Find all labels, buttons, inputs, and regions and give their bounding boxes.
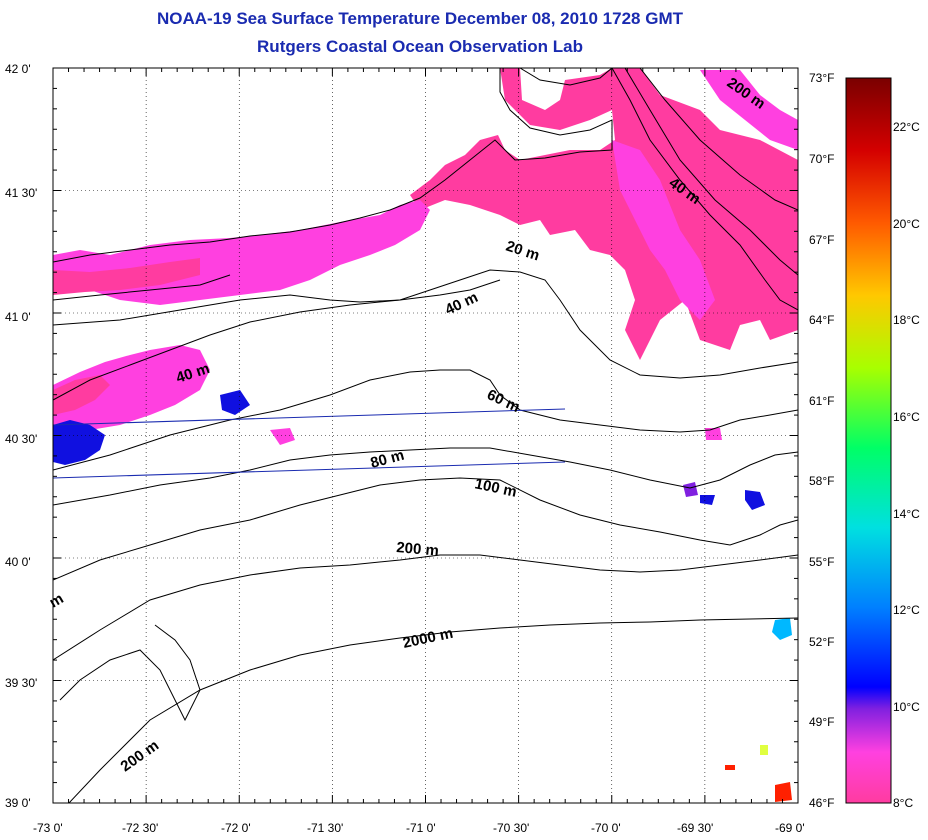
colorbar-c-label: 16°C (893, 410, 920, 424)
sst-patch-long-island-sound (53, 258, 200, 295)
coastline-cape (519, 68, 613, 86)
longitude-labels: -73 0' -72 30' -72 0' -71 30' -71 0' -70… (33, 821, 805, 835)
contour-100m (53, 477, 798, 581)
colorbar-f-label: 61°F (809, 394, 834, 408)
lon-label: -71 0' (406, 821, 436, 835)
colorbar-f-label: 46°F (809, 796, 834, 810)
lon-label: -70 30' (493, 821, 529, 835)
contour-label: 2000 m (401, 625, 454, 652)
coastline-long-island (53, 274, 231, 301)
sst-patch-red (775, 782, 792, 802)
contour-label: 80 m (369, 447, 406, 472)
sst-patch-east-blue (700, 495, 715, 505)
lat-label: 42 0' (5, 62, 31, 76)
colorbar-f-label: 67°F (809, 233, 834, 247)
map-title: NOAA-19 Sea Surface Temperature December… (157, 9, 683, 28)
contour-north-2 (639, 68, 798, 211)
sst-patch-red-small (725, 765, 735, 770)
track-line-2 (52, 461, 566, 479)
colorbar: 73°F 70°F 67°F 64°F 61°F 58°F 55°F 52°F … (809, 71, 920, 810)
lat-label: 39 0' (5, 796, 31, 810)
contour-label: 200 m (118, 737, 163, 775)
contour-80m (53, 447, 798, 506)
satellite-tracks (52, 408, 566, 479)
sst-patch-blue-mid (220, 390, 250, 415)
contour-20m (53, 269, 798, 379)
latitude-labels: 42 0' 41 30' 41 0' 40 30' 40 0' 39 30' 3… (5, 62, 37, 810)
lat-label: 40 30' (5, 432, 37, 446)
lat-label: 41 0' (5, 310, 31, 324)
lon-label: -69 30' (677, 821, 713, 835)
lat-label: 41 30' (5, 186, 37, 200)
bathymetry-contours (53, 68, 798, 803)
colorbar-c-label: 18°C (893, 313, 920, 327)
colorbar-c-label: 10°C (893, 700, 920, 714)
coastline (53, 68, 613, 263)
contour-40m (53, 279, 501, 401)
sst-patch-east (700, 70, 798, 150)
colorbar-f-label: 64°F (809, 313, 834, 327)
colorbar-f-label: 52°F (809, 635, 834, 649)
colorbar-celsius-labels: 22°C 20°C 18°C 16°C 14°C 12°C 10°C 8°C (893, 120, 920, 810)
sst-patch-pink-mid (270, 428, 295, 445)
sst-patch-far-east-blue (745, 490, 765, 510)
sst-patch-yellow (760, 745, 768, 755)
colorbar-gradient (845, 77, 892, 804)
track-line-1 (52, 408, 566, 426)
sst-patch-li-tip (53, 375, 110, 415)
lon-label: -72 0' (221, 821, 251, 835)
colorbar-c-label: 14°C (893, 507, 920, 521)
sst-patch-east-purple (683, 482, 698, 497)
contour-200m (53, 554, 798, 661)
map-subtitle: Rutgers Coastal Ocean Observation Lab (257, 37, 583, 56)
colorbar-c-label: 12°C (893, 603, 920, 617)
contour-40m-north (624, 68, 798, 276)
colorbar-f-label: 70°F (809, 152, 834, 166)
contour-canyon (59, 624, 201, 722)
contour-label: m (47, 590, 67, 611)
sst-data-layer (53, 68, 798, 802)
colorbar-f-label: 55°F (809, 555, 834, 569)
contour-label: 100 m (473, 475, 518, 500)
colorbar-fahrenheit-labels: 73°F 70°F 67°F 64°F 61°F 58°F 55°F 52°F … (809, 71, 834, 810)
lat-label: 40 0' (5, 555, 31, 569)
colorbar-f-label: 73°F (809, 71, 834, 85)
contour-60m (53, 369, 798, 471)
lat-label: 39 30' (5, 676, 37, 690)
colorbar-c-label: 8°C (893, 796, 913, 810)
colorbar-f-label: 49°F (809, 715, 834, 729)
colorbar-c-label: 20°C (893, 217, 920, 231)
colorbar-f-label: 58°F (809, 474, 834, 488)
axis-ticks (52, 67, 799, 804)
sst-patch-nantucket-shoals (612, 140, 715, 320)
contour-2000m (68, 617, 798, 803)
lon-label: -69 0' (775, 821, 805, 835)
lon-label: -71 30' (307, 821, 343, 835)
lon-label: -73 0' (33, 821, 63, 835)
sst-patch-blue-sw (53, 420, 105, 465)
contour-200m-north (611, 68, 798, 311)
colorbar-c-label: 22°C (893, 120, 920, 134)
lon-label: -72 30' (122, 821, 158, 835)
sst-patch-east-pink (705, 428, 722, 440)
contour-label: 200 m (396, 539, 440, 560)
graticule (53, 68, 798, 803)
sst-patch-offshore-li (53, 345, 210, 445)
lon-label: -70 0' (591, 821, 621, 835)
contour-label: 20 m (504, 238, 542, 265)
sst-patch-cyan (772, 618, 792, 640)
